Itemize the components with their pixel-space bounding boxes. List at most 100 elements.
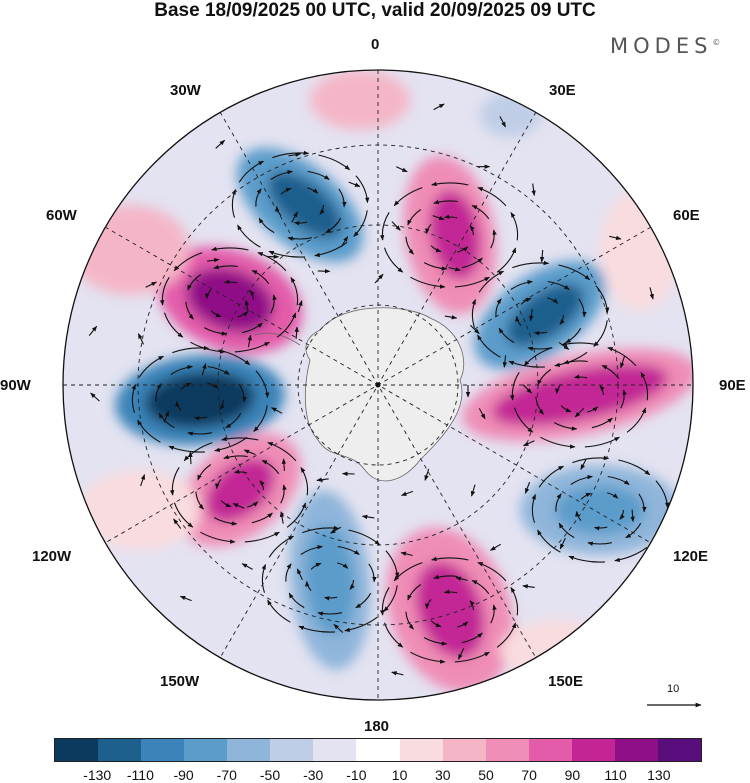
wind-streamline [258, 217, 275, 234]
wind-streamline [159, 277, 170, 306]
wind-streamline [640, 372, 649, 401]
wind-streamline [368, 563, 377, 583]
wind-vector [279, 511, 285, 524]
wind-streamline [575, 510, 582, 521]
colorbar-swatch [141, 739, 185, 761]
wind-streamline [259, 480, 265, 491]
wind-vector [361, 514, 375, 520]
wind-streamline [155, 383, 162, 402]
wind-streamline [253, 405, 268, 432]
wind-streamline [337, 545, 360, 556]
reference-vector-label: 10 [667, 683, 680, 695]
wind-streamline [344, 616, 378, 633]
wind-streamline [383, 622, 404, 648]
wind-streamline [584, 436, 620, 448]
wind-vector [432, 215, 445, 221]
wind-vector [137, 333, 144, 345]
wind-streamline [531, 493, 537, 523]
wind-streamline [223, 454, 248, 460]
colorbar-swatch [399, 739, 443, 761]
wind-vector [145, 281, 157, 288]
wind-streamline [251, 269, 270, 285]
wind-vector [201, 363, 207, 376]
wind-streamline [317, 611, 343, 616]
wind-streamline [587, 541, 613, 546]
wind-vector [529, 308, 534, 322]
wind-streamline [405, 236, 414, 255]
wind-streamline [655, 480, 670, 509]
wind-streamline [169, 467, 180, 496]
wind-streamline [620, 389, 627, 409]
wind-streamline [275, 205, 282, 216]
wind-streamline [478, 270, 504, 293]
anomaly-lobe [600, 190, 680, 310]
wind-vector [207, 258, 220, 263]
wind-streamline [407, 209, 422, 226]
wind-streamline [607, 492, 619, 499]
wind-streamline [223, 279, 238, 284]
wind-vector [448, 266, 461, 272]
wind-vector [247, 334, 252, 348]
wind-streamline [207, 365, 230, 376]
wind-vector [288, 152, 301, 157]
wind-vector [574, 408, 585, 418]
wind-streamline [261, 459, 280, 475]
wind-streamline [175, 400, 182, 411]
wind-streamline [547, 280, 570, 291]
wind-streamline [337, 562, 349, 569]
wind-vector [348, 181, 361, 188]
colorbar-tick-label: -30 [303, 767, 324, 783]
wind-streamline [137, 419, 161, 443]
wind-streamline [300, 467, 309, 496]
wind-streamline [410, 651, 446, 664]
colorbar-tick-label: 130 [647, 767, 671, 783]
wind-vector [215, 139, 226, 149]
wind-streamline [247, 501, 259, 508]
wind-streamline [477, 334, 501, 358]
wind-streamline [205, 289, 212, 300]
wind-streamline [318, 154, 351, 171]
lon-label-30w: 30W [170, 82, 201, 99]
wind-streamline [293, 221, 308, 226]
wind-vector [539, 249, 545, 263]
wind-vector [433, 103, 445, 111]
wind-streamline [561, 341, 599, 347]
wind-streamline [210, 310, 222, 318]
brand-logo: MODES© [610, 34, 721, 58]
wind-streamline [325, 217, 342, 234]
wind-vector [400, 490, 414, 496]
wind-streamline [183, 442, 213, 462]
wind-streamline [431, 181, 469, 187]
wind-streamline [200, 531, 236, 544]
wind-streamline [578, 298, 587, 318]
wind-streamline [238, 160, 264, 183]
colorbar-swatch [55, 739, 99, 761]
wind-streamline [591, 417, 613, 429]
wind-streamline [276, 312, 297, 338]
wind-streamline [559, 314, 565, 325]
wind-vector [499, 116, 506, 128]
wind-streamline [461, 632, 483, 644]
lon-label-150e: 150E [548, 673, 584, 690]
wind-streamline [537, 369, 552, 386]
wind-streamline [195, 491, 204, 510]
wind-streamline [187, 431, 213, 436]
wind-streamline [425, 599, 432, 610]
wind-vector [244, 299, 250, 313]
wind-streamline [280, 484, 287, 504]
wind-vector [232, 502, 245, 509]
wind-streamline [573, 374, 588, 379]
wind-streamline [268, 535, 294, 558]
wind-streamline [255, 188, 262, 207]
wind-streamline [173, 502, 194, 528]
wind-streamline [555, 384, 562, 395]
wind-vector [523, 440, 535, 447]
wind-streamline [601, 364, 620, 380]
wind-vector [271, 407, 283, 414]
wind-streamline [234, 341, 270, 353]
wind-streamline [355, 592, 372, 609]
wind-streamline [393, 187, 423, 207]
lon-label-0: 0 [371, 36, 380, 53]
polar-map [62, 69, 694, 701]
wind-streamline [280, 187, 292, 195]
